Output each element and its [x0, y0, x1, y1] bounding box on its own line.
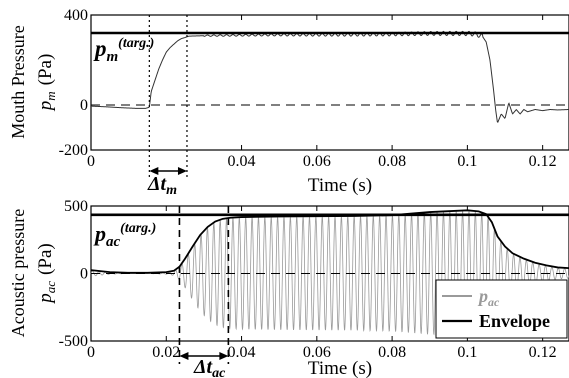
x-tick-label: 0.12 — [529, 344, 557, 361]
dt-arrow-head-right — [177, 167, 187, 175]
y-tick-label: 0 — [80, 266, 88, 283]
plot-area-frame — [90, 14, 569, 151]
y-axis-title: Mouth Pressure — [8, 25, 28, 139]
y-tick-label: 500 — [64, 198, 88, 215]
target-label: pm(targ.) — [93, 36, 154, 65]
x-tick-label: 0.12 — [529, 153, 557, 170]
dt-label: Δtac — [193, 356, 226, 378]
x-tick-label: 0.1 — [457, 153, 477, 170]
legend: pac Envelope — [435, 279, 568, 339]
y-axis-title: Acoustic pressure — [8, 209, 28, 337]
y-axis-symbol: pm(Pa) — [35, 54, 58, 113]
x-tick-label: 0.04 — [228, 344, 256, 361]
dt-arrow-head-left — [179, 352, 189, 360]
x-axis-title: Time (s) — [308, 358, 372, 378]
x-tick-label: 0.08 — [378, 344, 406, 361]
mouth-pressure-series-line — [90, 30, 569, 124]
envelope-series-line — [90, 209, 569, 274]
x-tick-label: 0 — [87, 344, 95, 361]
legend-label-envelope: Envelope — [479, 311, 550, 331]
x-tick-label: 0 — [87, 153, 95, 170]
x-tick-label: 0.1 — [457, 344, 477, 361]
y-axis-symbol: pac(Pa) — [35, 243, 58, 304]
dt-label: Δtm — [147, 173, 177, 198]
legend-label-pac: pac — [477, 286, 500, 309]
dt-arrow-head-right — [219, 352, 229, 360]
x-tick-label: 0.04 — [228, 153, 256, 170]
target-label: pac(targ.) — [93, 221, 156, 250]
y-tick-label: -200 — [59, 142, 88, 159]
x-axis-title: Time (s) — [308, 175, 372, 196]
y-tick-label: -500 — [59, 333, 88, 350]
legend-box — [435, 279, 568, 339]
x-tick-label: 0.08 — [378, 153, 406, 170]
y-tick-label: 0 — [80, 97, 88, 114]
dt-arrow-head-left — [149, 167, 159, 175]
x-tick-label: 0.06 — [303, 344, 331, 361]
y-tick-label: 400 — [64, 7, 88, 24]
x-tick-label: 0.02 — [152, 344, 180, 361]
x-tick-label: 0.06 — [303, 153, 331, 170]
